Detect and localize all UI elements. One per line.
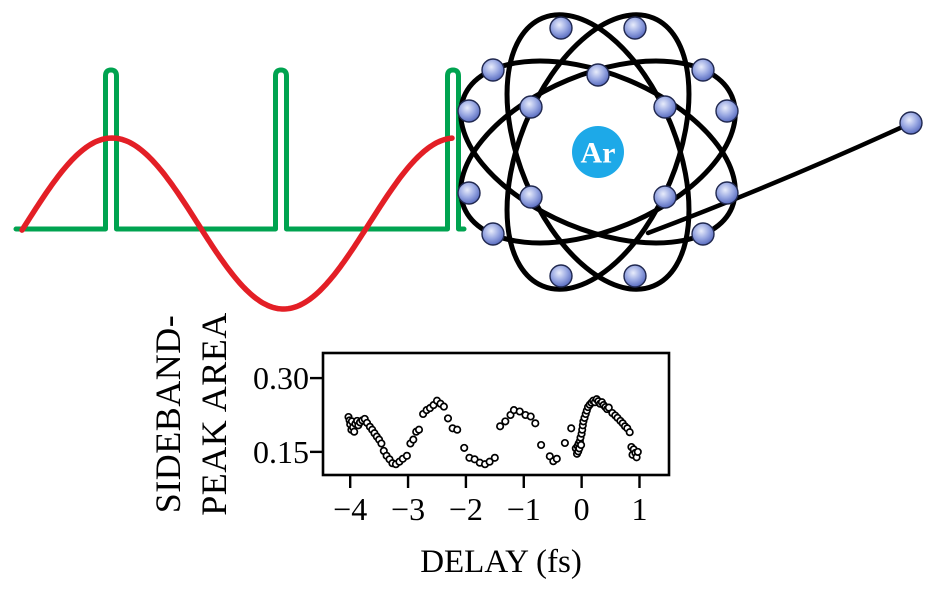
attosecond-pulse-train	[13, 67, 467, 232]
data-point	[350, 427, 359, 436]
data-point	[439, 402, 448, 411]
data-point	[460, 443, 469, 452]
data-point	[496, 422, 505, 431]
orbit-ellipse	[504, 12, 692, 292]
data-point	[560, 438, 569, 448]
electron	[549, 264, 573, 288]
electron	[715, 99, 739, 123]
data-point	[490, 453, 499, 462]
electron	[691, 222, 715, 246]
data-point	[501, 417, 510, 426]
data-point	[409, 435, 418, 444]
sideband-plot	[310, 351, 671, 488]
data-point	[453, 425, 462, 434]
electron	[623, 264, 647, 288]
orbit-ellipse	[458, 58, 738, 246]
electron	[691, 58, 715, 82]
electron	[549, 16, 573, 40]
electron	[623, 16, 647, 40]
electron	[457, 181, 481, 205]
data-point	[515, 407, 524, 416]
data-point	[537, 440, 546, 450]
x-tick-label: 0	[573, 491, 590, 527]
orbit-ellipse	[504, 12, 692, 292]
nucleus-label: Ar	[581, 137, 616, 170]
data-point	[604, 403, 613, 412]
ejected-electron-trajectory	[645, 120, 914, 236]
ir-field-wave	[19, 135, 455, 312]
data-point	[531, 419, 540, 428]
y-axis-title-line2: PEAK AREA	[194, 312, 234, 516]
x-axis-title: DELAY (fs)	[420, 544, 582, 580]
y-axis-title-line1: SIDEBAND-	[148, 314, 188, 514]
data-point	[633, 447, 642, 456]
x-tick-label: −2	[448, 491, 483, 527]
data-point	[625, 428, 634, 437]
electron	[481, 222, 505, 246]
data-point	[577, 440, 586, 450]
data-point	[402, 451, 411, 460]
y-axis-title: SIDEBAND- PEAK AREA	[145, 312, 237, 516]
electrons	[457, 16, 923, 288]
data-point	[443, 414, 453, 423]
x-tick-label: −1	[506, 491, 541, 527]
electron	[586, 63, 610, 87]
data-point	[377, 439, 386, 448]
x-tick-label: −4	[333, 491, 368, 527]
data-point	[552, 454, 561, 463]
electron	[653, 95, 677, 119]
data-point	[567, 424, 576, 433]
electron	[481, 58, 505, 82]
ejected-electron	[899, 111, 923, 135]
electron	[519, 95, 543, 119]
electron	[715, 181, 739, 205]
x-tick-label: 1	[631, 491, 648, 527]
nucleus	[572, 126, 624, 178]
data-point	[414, 425, 424, 434]
orbit-ellipse	[458, 58, 738, 246]
data-point	[526, 412, 535, 421]
electron	[457, 99, 481, 123]
electron	[653, 185, 677, 209]
x-tick-label: −3	[391, 491, 426, 527]
electron	[519, 185, 543, 209]
data-point	[485, 457, 494, 466]
y-tick-label: 0.15	[253, 433, 309, 470]
y-tick-label: 0.30	[253, 360, 309, 397]
plot-frame	[321, 351, 671, 477]
electron-orbits	[458, 12, 738, 292]
